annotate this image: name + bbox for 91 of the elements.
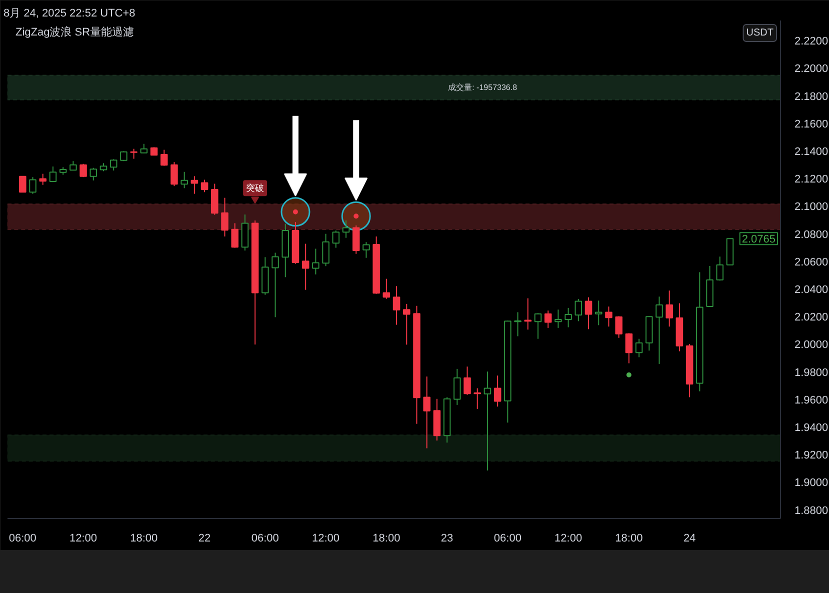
candlestick xyxy=(80,163,87,178)
y-tick-label: 2.1000 xyxy=(794,201,828,214)
candlestick xyxy=(474,388,481,410)
candlestick xyxy=(574,298,582,322)
y-tick-label: 2.0600 xyxy=(794,256,828,268)
point xyxy=(626,372,632,378)
candlestick xyxy=(514,312,522,337)
candlestick xyxy=(716,256,724,282)
candlestick xyxy=(544,310,552,328)
y-tick-label: 2.1200 xyxy=(794,174,828,186)
candlestick xyxy=(241,214,249,252)
candlestick xyxy=(29,176,36,194)
y-tick-label: 1.9800 xyxy=(794,366,828,379)
candlestick xyxy=(170,162,178,187)
candlestick xyxy=(90,167,98,181)
x-tick-label: 18:00 xyxy=(130,532,158,544)
candlestick xyxy=(211,183,218,216)
y-tick-label: 2.0400 xyxy=(794,284,828,296)
text: ZigZag波浪 SR量能過濾 xyxy=(16,26,134,38)
y-tick-label: 1.8800 xyxy=(794,504,828,517)
candlestick xyxy=(605,306,612,328)
candlestick xyxy=(130,148,138,160)
candlestick xyxy=(625,332,633,364)
candlestick xyxy=(392,286,400,326)
candlestick xyxy=(231,222,238,248)
x-tick-label: 12:00 xyxy=(312,532,340,544)
chart-title: 8月 24, 2025 22:52 UTC+8 xyxy=(4,8,136,20)
candlestick xyxy=(635,338,643,358)
candlestick xyxy=(272,252,279,318)
candlestick xyxy=(666,290,673,328)
y-tick-label: 1.9600 xyxy=(794,394,828,406)
x-tick-label: 22 xyxy=(198,532,211,544)
candlestick xyxy=(382,278,390,300)
y-tick-label: 2.1400 xyxy=(794,146,828,158)
candlestick xyxy=(454,368,461,406)
candlestick xyxy=(534,312,542,340)
x-tick-label: 18:00 xyxy=(615,532,643,544)
y-tick-label: 2.0800 xyxy=(794,228,828,241)
annotation: 突破 xyxy=(246,183,264,194)
candlestick xyxy=(464,366,471,396)
annotation: 2.0765 xyxy=(742,234,776,246)
candlestick xyxy=(70,160,77,171)
y-tick-label: 2.0000 xyxy=(794,339,828,352)
candlestick xyxy=(312,248,320,275)
candlestick xyxy=(49,166,57,183)
candlestick xyxy=(39,173,46,186)
candlestick xyxy=(423,376,430,449)
candlestick xyxy=(584,296,592,330)
candlestick xyxy=(200,179,208,193)
candlestick xyxy=(352,224,360,254)
y-tick-label: 1.9200 xyxy=(794,450,828,462)
candlestick xyxy=(564,307,572,328)
y-tick-label: 2.2200 xyxy=(794,36,828,48)
candlestick xyxy=(362,242,370,258)
candlestick xyxy=(180,171,188,189)
x-tick-label: 06:00 xyxy=(251,532,279,544)
candlestick xyxy=(524,298,532,330)
candlestick xyxy=(302,243,310,290)
candlestick xyxy=(484,371,492,471)
x-tick-label: 12:00 xyxy=(554,532,582,544)
candlestick xyxy=(594,300,602,326)
candlestick xyxy=(322,233,330,267)
x-tick-label: 23 xyxy=(440,532,454,544)
point xyxy=(341,201,371,231)
y-tick-label: 2.1600 xyxy=(794,118,828,130)
band-label: 成交量: -1957336.8 xyxy=(448,83,518,92)
candlestick xyxy=(554,309,562,328)
candlestick xyxy=(110,158,118,171)
candlestick xyxy=(190,176,198,194)
candlestick xyxy=(332,230,340,248)
y-tick-label: 2.1800 xyxy=(794,90,828,103)
candlestick xyxy=(221,197,228,237)
y-tick-label: 1.9000 xyxy=(794,477,828,490)
candlestick xyxy=(494,375,502,408)
candlestick xyxy=(19,176,26,193)
y-tick-label: 2.2000 xyxy=(794,63,828,76)
x-tick-label: 24 xyxy=(683,532,696,544)
candlestick xyxy=(656,296,663,364)
candlestick xyxy=(403,303,410,346)
x-tick-label: 06:00 xyxy=(8,532,36,544)
candlestick xyxy=(342,220,350,238)
candlestick xyxy=(140,143,148,154)
x-tick-label: 18:00 xyxy=(372,532,400,544)
y-axis-title: USDT xyxy=(746,28,774,38)
point xyxy=(280,197,310,227)
y-tick-label: 1.9400 xyxy=(794,422,828,434)
candlestick xyxy=(160,149,168,166)
y-tick-label: 2.0200 xyxy=(794,312,828,324)
x-tick-label: 06:00 xyxy=(494,532,522,544)
candlestick xyxy=(615,316,622,338)
x-tick-label: 12:00 xyxy=(70,532,98,544)
